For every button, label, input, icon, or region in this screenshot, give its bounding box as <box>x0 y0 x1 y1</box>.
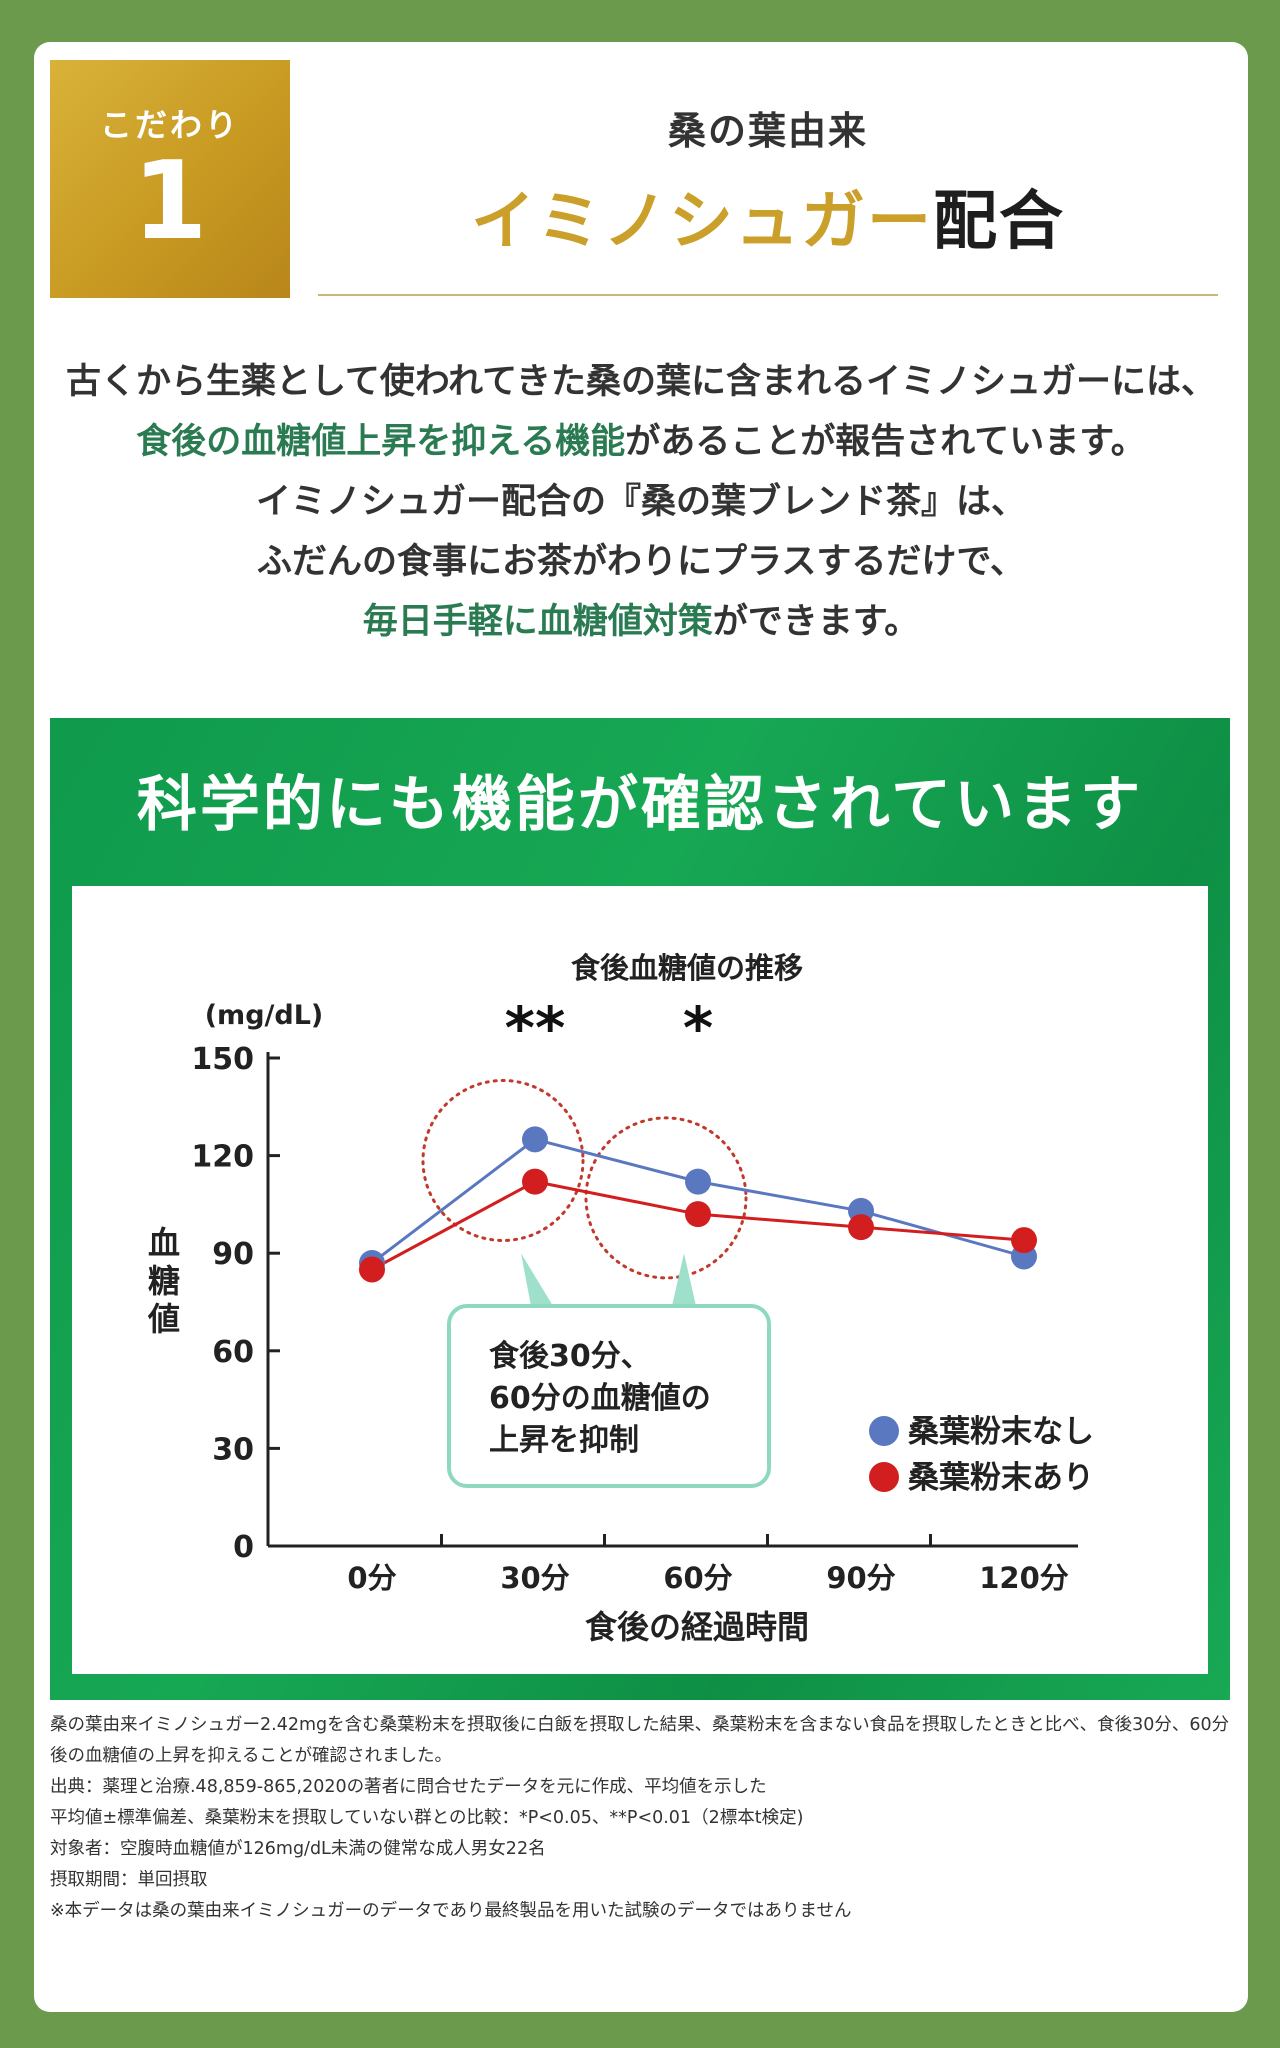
badge-label: こだわり <box>99 106 240 144</box>
x-axis-label: 食後の経過時間 <box>585 1608 809 1646</box>
footnote-4: 対象者：空腹時血糖値が126mg/dL未満の健常な成人男女22名 <box>50 1839 546 1859</box>
intro-line-3: イミノシュガー配合の『桑の葉ブレンド茶』は、 <box>255 482 1026 522</box>
series-point-1 <box>685 1168 711 1195</box>
feature-card: こだわり 1 桑の葉由来 イミノシュガー配合 古くから生薬として使われてきた桑の… <box>34 42 1248 2012</box>
significance-circle <box>584 1116 748 1280</box>
intro-text: 古くから生薬として使われてきた桑の葉に含まれるイミノシュガーには、 食後の血糖値… <box>34 352 1248 652</box>
chart-marks: ** * <box>359 994 1037 1283</box>
y-tick-label: 120 <box>191 1140 254 1175</box>
intro-highlight-2: 毎日手軽に血糖値対策 <box>362 602 713 642</box>
footnote-2: 出典：薬理と治療.48,859-865,2020の著者に問合せたデータを元に作成… <box>50 1777 767 1797</box>
x-tick-label: 60分 <box>663 1561 732 1595</box>
x-tick-label: 90分 <box>826 1561 895 1595</box>
badge-number: 1 <box>132 139 208 264</box>
callout-text-line: 食後30分、 <box>489 1339 651 1374</box>
y-tick-label: 150 <box>191 1042 254 1077</box>
series-point-2 <box>359 1256 385 1283</box>
legend-label-2: 桑葉粉末あり <box>908 1460 1094 1496</box>
intro-line-2: 食後の血糖値上昇を抑える機能があることが報告されています。 <box>34 412 1248 472</box>
callout-pointer-60 <box>672 1253 696 1306</box>
intro-line-4: ふだんの食事にお茶がわりにプラスするだけで、 <box>257 542 1025 582</box>
science-section-title: 科学的にも機能が確認されています <box>136 770 1144 840</box>
legend-marker-2 <box>869 1462 899 1492</box>
y-tick-label: 60 <box>212 1335 254 1370</box>
intro-highlight-1: 食後の血糖値上昇を抑える機能 <box>136 422 626 462</box>
heading-highlight: イミノシュガー <box>471 185 933 259</box>
footnote-1: 桑の葉由来イミノシュガー2.42mgを含む桑葉粉末を摂取後に白飯を摂取した結果、… <box>50 1715 1230 1766</box>
intro-line-2-rest: があることが報告されています。 <box>625 422 1146 462</box>
series-line-1 <box>371 1137 1025 1265</box>
intro-line-5: 毎日手軽に血糖値対策ができます。 <box>34 592 1248 652</box>
chart-panel: 食後血糖値の推移 (mg/dL) 血糖値 食後の経過時間 0 30 60 90 120 1… <box>72 886 1208 1674</box>
heading-rest: 配合 <box>933 185 1065 259</box>
x-tick-label: 0分 <box>347 1561 396 1595</box>
y-tick-label: 30 <box>212 1432 254 1467</box>
chart-axes: 0 30 60 90 120 150 0分 30分 60分 90分 120分 <box>191 1042 1078 1595</box>
callout-pointer-30 <box>521 1253 553 1306</box>
y-axis-label-char: 血 <box>148 1224 180 1262</box>
y-tick-label: 90 <box>212 1237 254 1272</box>
footnote-5: 摂取期間：単回摂取 <box>50 1870 208 1890</box>
series-point-2 <box>522 1168 548 1195</box>
x-tick-label: 120分 <box>979 1561 1069 1595</box>
intro-line-1: 古くから生薬として使われてきた桑の葉に含まれるイミノシュガーには、 <box>65 362 1217 402</box>
footnote-3: 平均値±標準偏差、桑葉粉末を摂取していない群との比較：*P<0.05、**P<0… <box>50 1808 804 1828</box>
callout-box <box>447 1304 771 1488</box>
blood-sugar-chart: 食後血糖値の推移 (mg/dL) 血糖値 食後の経過時間 0 30 60 90 120 1… <box>147 951 1094 1646</box>
y-axis-label-char: 値 <box>147 1300 180 1338</box>
footnotes: 桑の葉由来イミノシュガー2.42mgを含む桑葉粉末を摂取後に白飯を摂取した結果、… <box>50 1710 1234 1927</box>
intro-line-5-rest: ができます。 <box>712 602 920 642</box>
y-axis-label: 血糖値 <box>147 1224 180 1338</box>
series-point-2 <box>1011 1227 1037 1254</box>
significance-circle <box>421 1078 585 1242</box>
y-axis-unit: (mg/dL) <box>205 1000 324 1031</box>
legend-marker-1 <box>869 1416 899 1446</box>
y-tick-label: 0 <box>233 1530 254 1565</box>
section-subtitle: 桑の葉由来 <box>667 109 868 153</box>
y-axis-label-char: 糖 <box>148 1262 180 1300</box>
science-section: 科学的にも機能が確認されています 食後血糖値の推移 (mg/dL) 血糖値 食後… <box>50 718 1230 1700</box>
callout-text-line: 上昇を抑制 <box>489 1423 639 1458</box>
series-point-1 <box>522 1126 548 1153</box>
series-point-2 <box>685 1201 711 1228</box>
footnote-6: ※本データは桑の葉由来イミノシュガーのデータであり最終製品を用いた試験のデータで… <box>50 1901 852 1921</box>
legend-label-1: 桑葉粉末なし <box>908 1414 1094 1450</box>
significance-label: ** <box>505 994 566 1062</box>
section-heading: イミノシュガー配合 <box>318 170 1218 262</box>
x-tick-label: 30分 <box>500 1561 569 1595</box>
callout-text-line: 60分の血糖値の <box>489 1381 711 1416</box>
chart-title: 食後血糖値の推移 <box>571 951 803 985</box>
series-point-2 <box>848 1214 874 1241</box>
heading-divider <box>318 294 1218 296</box>
significance-label: * <box>683 994 713 1062</box>
kodawari-badge: こだわり 1 <box>50 60 290 298</box>
